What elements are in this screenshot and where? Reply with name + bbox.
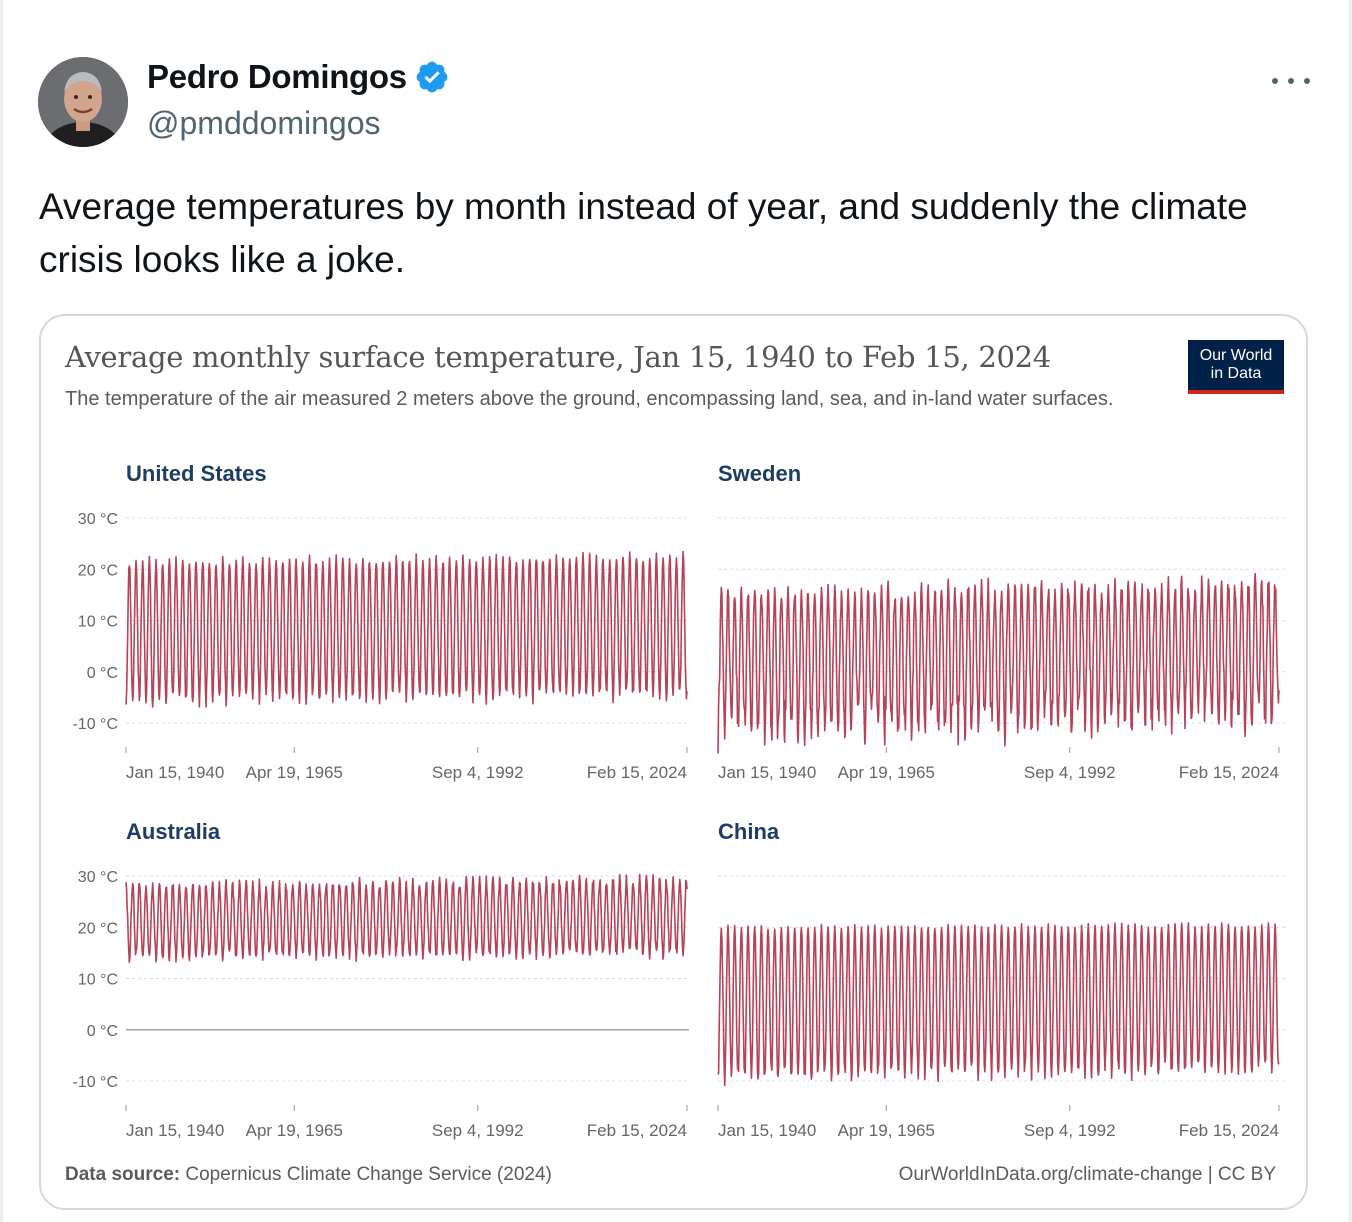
panel-title: Australia	[126, 819, 221, 844]
x-tick-label: Apr 19, 1965	[246, 1121, 343, 1140]
panel-united-states: United States 30 °C 20 °C 10 °C 0 °C -10 °C J…	[65, 461, 689, 791]
chart-subtitle: The temperature of the air measured 2 me…	[65, 388, 1114, 410]
panel-title: China	[718, 819, 780, 844]
y-tick-label: 30 °C	[78, 511, 118, 528]
panel-title: United States	[126, 461, 267, 486]
author-handle[interactable]: @pmddomingos	[147, 105, 381, 141]
chart-svg: Jan 15, 1940 Apr 19, 1965 Sep 4, 1992 Feb 1…	[717, 517, 1285, 782]
more-dots-icon[interactable]	[1272, 70, 1310, 92]
data-source-label: Data source:	[65, 1164, 181, 1185]
temperature-series-line	[717, 572, 1280, 754]
y-tick-label: 0 °C	[87, 1023, 118, 1040]
temperature-series-line	[125, 550, 688, 708]
y-tick-label: 30 °C	[78, 869, 118, 886]
dot	[1288, 78, 1294, 84]
author-name-row[interactable]: Pedro Domingos	[147, 58, 450, 96]
timeline-border-right	[1349, 0, 1352, 1222]
chart-svg: Jan 15, 1940 Apr 19, 1965 Sep 4, 1992 Feb 1…	[717, 875, 1285, 1140]
x-tick-label: Sep 4, 1992	[432, 763, 524, 782]
chart-title: Average monthly surface temperature, Jan…	[65, 340, 1051, 374]
y-tick-label: -10 °C	[72, 1074, 118, 1091]
data-source: Data source: Copernicus Climate Change S…	[65, 1164, 552, 1186]
timeline-border-left	[0, 0, 3, 1222]
logo-line-1: Our World	[1199, 347, 1273, 364]
x-tick-label: Sep 4, 1992	[1024, 763, 1116, 782]
x-tick-label: Jan 15, 1940	[718, 763, 816, 782]
panel-title: Sweden	[718, 461, 802, 486]
x-tick-label: Apr 19, 1965	[246, 763, 343, 782]
panel-australia: Australia 30 °C 20 °C 10 °C 0 °C -10 °C Jan 1…	[65, 819, 689, 1149]
chart-svg: 30 °C 20 °C 10 °C 0 °C -10 °C Jan 15, 1940 Apr…	[72, 869, 689, 1140]
tweet-text: Average temperatures by month instead of…	[39, 186, 1248, 280]
author-display-name[interactable]: Pedro Domingos	[147, 58, 407, 95]
temperature-series-line	[717, 922, 1280, 1087]
x-tick-label: Feb 15, 2024	[1179, 763, 1279, 782]
y-tick-label: 10 °C	[78, 614, 118, 631]
x-tick-label: Jan 15, 1940	[126, 763, 224, 782]
owid-link[interactable]: OurWorldInData.org/climate-change | CC B…	[898, 1164, 1276, 1185]
avatar[interactable]	[38, 57, 128, 147]
tweet-media-chart[interactable]: Average monthly surface temperature, Jan…	[39, 314, 1308, 1210]
panel-sweden: Sweden Jan 15, 1940 Apr 19, 1965 Sep 4, 19…	[657, 461, 1285, 791]
dot	[1272, 78, 1278, 84]
x-tick-label: Sep 4, 1992	[432, 1121, 524, 1140]
x-tick-label: Feb 15, 2024	[1179, 1121, 1279, 1140]
data-source-text: Copernicus Climate Change Service (2024)	[185, 1164, 552, 1185]
temperature-series-line	[125, 873, 688, 963]
x-tick-label: Feb 15, 2024	[587, 1121, 687, 1140]
x-tick-label: Jan 15, 1940	[718, 1121, 816, 1140]
logo-line-2: in Data	[1210, 365, 1262, 382]
owid-logo: Our World in Data	[1188, 340, 1284, 394]
x-tick-label: Apr 19, 1965	[838, 1121, 935, 1140]
y-tick-label: 0 °C	[87, 665, 118, 682]
avatar-photo	[38, 57, 128, 147]
chart-svg: 30 °C 20 °C 10 °C 0 °C -10 °C Jan 15, 1940 Apr…	[72, 511, 689, 782]
panel-china: China Jan 15, 1940 Apr 19, 1965 Sep 4, 199…	[657, 819, 1285, 1149]
x-tick-label: Feb 15, 2024	[587, 763, 687, 782]
y-tick-label: 20 °C	[78, 920, 118, 937]
x-tick-label: Jan 15, 1940	[126, 1121, 224, 1140]
y-tick-label: 20 °C	[78, 562, 118, 579]
y-tick-label: -10 °C	[72, 716, 118, 733]
dot	[1304, 78, 1310, 84]
x-tick-label: Sep 4, 1992	[1024, 1121, 1116, 1140]
verified-badge-icon	[416, 61, 448, 93]
y-tick-label: 10 °C	[78, 972, 118, 989]
x-tick-label: Apr 19, 1965	[838, 763, 935, 782]
